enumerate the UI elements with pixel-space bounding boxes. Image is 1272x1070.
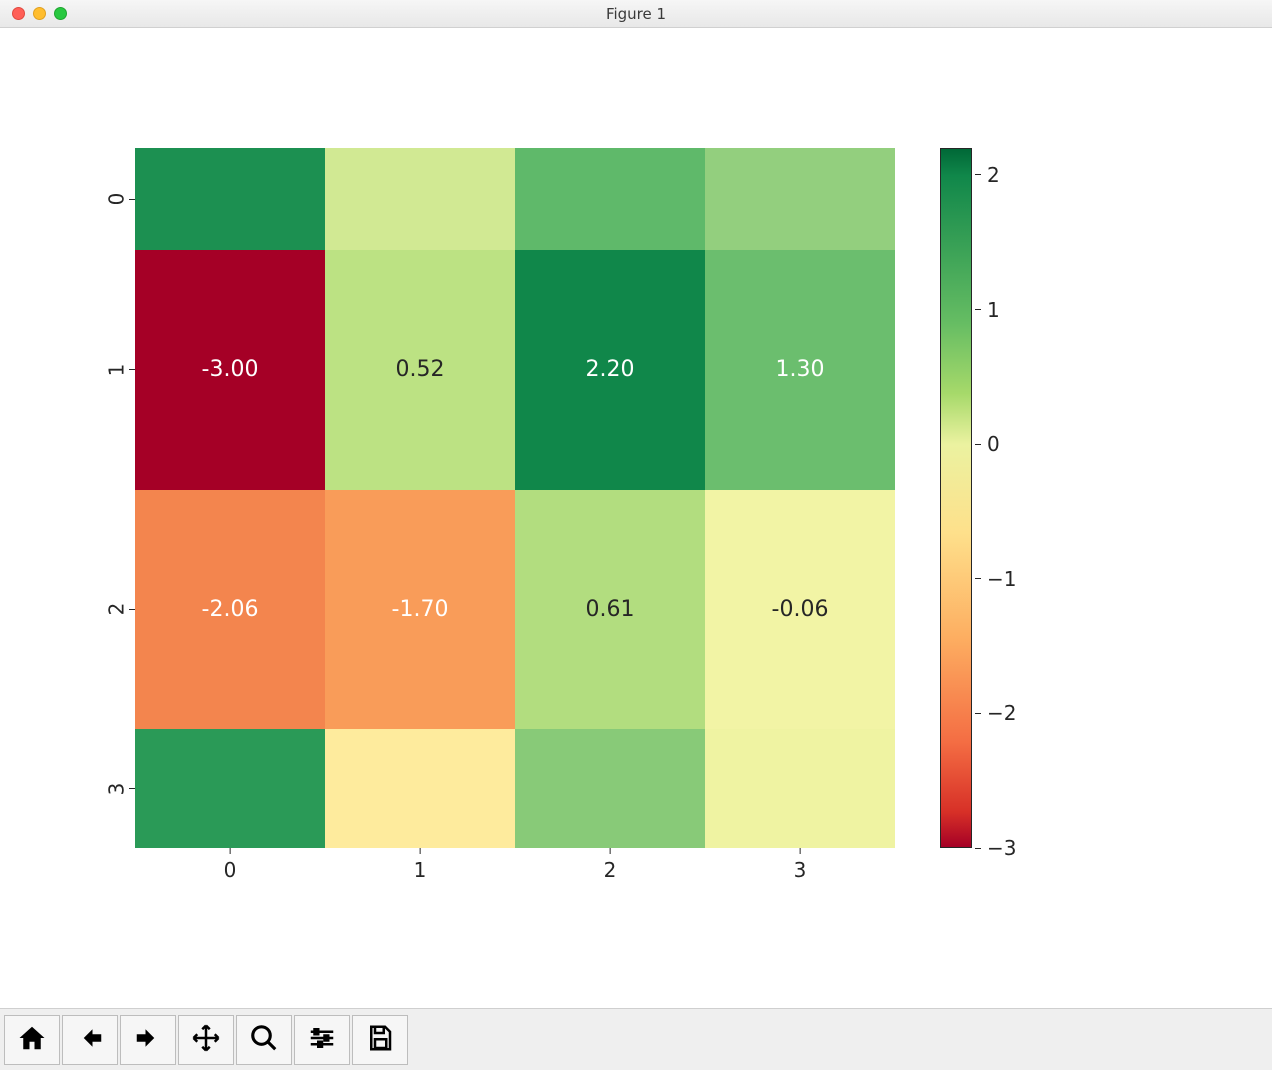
x-tick: 2 (604, 848, 617, 882)
y-axis: 0 1 2 3 (95, 148, 135, 848)
traffic-lights (12, 7, 67, 20)
heatmap-cell-label: 1.30 (776, 357, 825, 382)
tick-mark (975, 713, 981, 714)
heatmap-cell: -3.00 (135, 250, 325, 489)
tick-mark (975, 578, 981, 579)
home-button[interactable] (4, 1015, 60, 1065)
heatmap-cell-label: -1.70 (392, 597, 449, 622)
pan-button[interactable] (178, 1015, 234, 1065)
tick-mark (975, 309, 981, 310)
forward-button[interactable] (120, 1015, 176, 1065)
heatmap-cell: 0.90 (705, 148, 895, 250)
heatmap-cell: 0.00 (705, 729, 895, 848)
save-icon (365, 1023, 395, 1057)
heatmap-cell: 0.52 (325, 250, 515, 489)
heatmap-cell-label: -3.00 (202, 357, 259, 382)
heatmap-cell: 1.30 (705, 250, 895, 489)
heatmap-cell: -0.06 (705, 490, 895, 729)
colorbar-tick-label: −2 (987, 701, 1016, 725)
window-close-button[interactable] (12, 7, 25, 20)
x-tick: 3 (794, 848, 807, 882)
colorbar-tick: −1 (975, 567, 1016, 591)
save-button[interactable] (352, 1015, 408, 1065)
x-tick-label: 2 (604, 858, 617, 882)
tick-mark (229, 848, 230, 854)
colorbar-tick: −2 (975, 701, 1016, 725)
y-tick-label: 0 (105, 193, 129, 206)
y-tick: 3 (110, 777, 135, 801)
y-tick-label: 3 (105, 782, 129, 795)
heatmap-cell: -1.70 (325, 490, 515, 729)
heatmap-cell: -0.75 (325, 729, 515, 848)
x-tick: 0 (224, 848, 237, 882)
y-tick: 0 (110, 187, 135, 211)
y-tick-label: 1 (105, 364, 129, 377)
heatmap-cell-label: -0.06 (772, 597, 829, 622)
colorbar-tick: 1 (975, 298, 1000, 322)
move-icon (191, 1023, 221, 1057)
window-minimize-button[interactable] (33, 7, 46, 20)
heatmap-cell: 1.40 (515, 148, 705, 250)
x-tick: 1 (414, 848, 427, 882)
figure-canvas: 0 1 2 3 2.000.301.400.90 -3.00 0.52 2.20 1.30 -2… (0, 28, 1272, 1006)
heatmap-cell: -2.06 (135, 490, 325, 729)
tick-mark (609, 848, 610, 854)
heatmap-plot: 2.000.301.400.90 -3.00 0.52 2.20 1.30 -2.06 -1… (135, 148, 895, 848)
colorbar-tick-label: 0 (987, 432, 1000, 456)
colorbar-tick-label: 1 (987, 298, 1000, 322)
home-icon (17, 1023, 47, 1057)
heatmap-cell: 1.80 (135, 729, 325, 848)
x-tick-label: 1 (414, 858, 427, 882)
colorbar (940, 148, 972, 848)
zoom-button[interactable] (236, 1015, 292, 1065)
colorbar-tick: 2 (975, 163, 1000, 187)
heatmap-cell-label: 2.20 (586, 357, 635, 382)
tick-mark (419, 848, 420, 854)
sliders-icon (307, 1023, 337, 1057)
window-maximize-button[interactable] (54, 7, 67, 20)
tick-mark (799, 848, 800, 854)
tick-mark (975, 444, 981, 445)
colorbar-tick-label: −1 (987, 567, 1016, 591)
heatmap-cell-label: 0.61 (586, 597, 635, 622)
heatmap-cell: 0.61 (515, 490, 705, 729)
tick-mark (975, 848, 981, 849)
colorbar-ticks: 210−1−2−3 (975, 148, 1035, 848)
colorbar-tick: −3 (975, 836, 1016, 860)
colorbar-tick: 0 (975, 432, 1000, 456)
heatmap-cell: 2.20 (515, 250, 705, 489)
configure-button[interactable] (294, 1015, 350, 1065)
arrow-right-icon (133, 1023, 163, 1057)
tick-mark (975, 174, 981, 175)
search-icon (249, 1023, 279, 1057)
y-tick: 1 (110, 358, 135, 382)
heatmap-cell: 2.00 (135, 148, 325, 250)
x-tick-label: 3 (794, 858, 807, 882)
y-tick: 2 (110, 597, 135, 621)
window-title: Figure 1 (0, 5, 1272, 23)
x-axis: 0 1 2 3 (135, 848, 895, 888)
heatmap-cell: 1.00 (515, 729, 705, 848)
titlebar: Figure 1 (0, 0, 1272, 28)
heatmap-cell-label: 0.52 (396, 357, 445, 382)
colorbar-tick-label: 2 (987, 163, 1000, 187)
x-tick-label: 0 (224, 858, 237, 882)
arrow-left-icon (75, 1023, 105, 1057)
back-button[interactable] (62, 1015, 118, 1065)
y-tick-label: 2 (105, 603, 129, 616)
heatmap-cell: 0.30 (325, 148, 515, 250)
navigation-toolbar (0, 1008, 1272, 1070)
colorbar-tick-label: −3 (987, 836, 1016, 860)
heatmap-cell-label: -2.06 (202, 597, 259, 622)
